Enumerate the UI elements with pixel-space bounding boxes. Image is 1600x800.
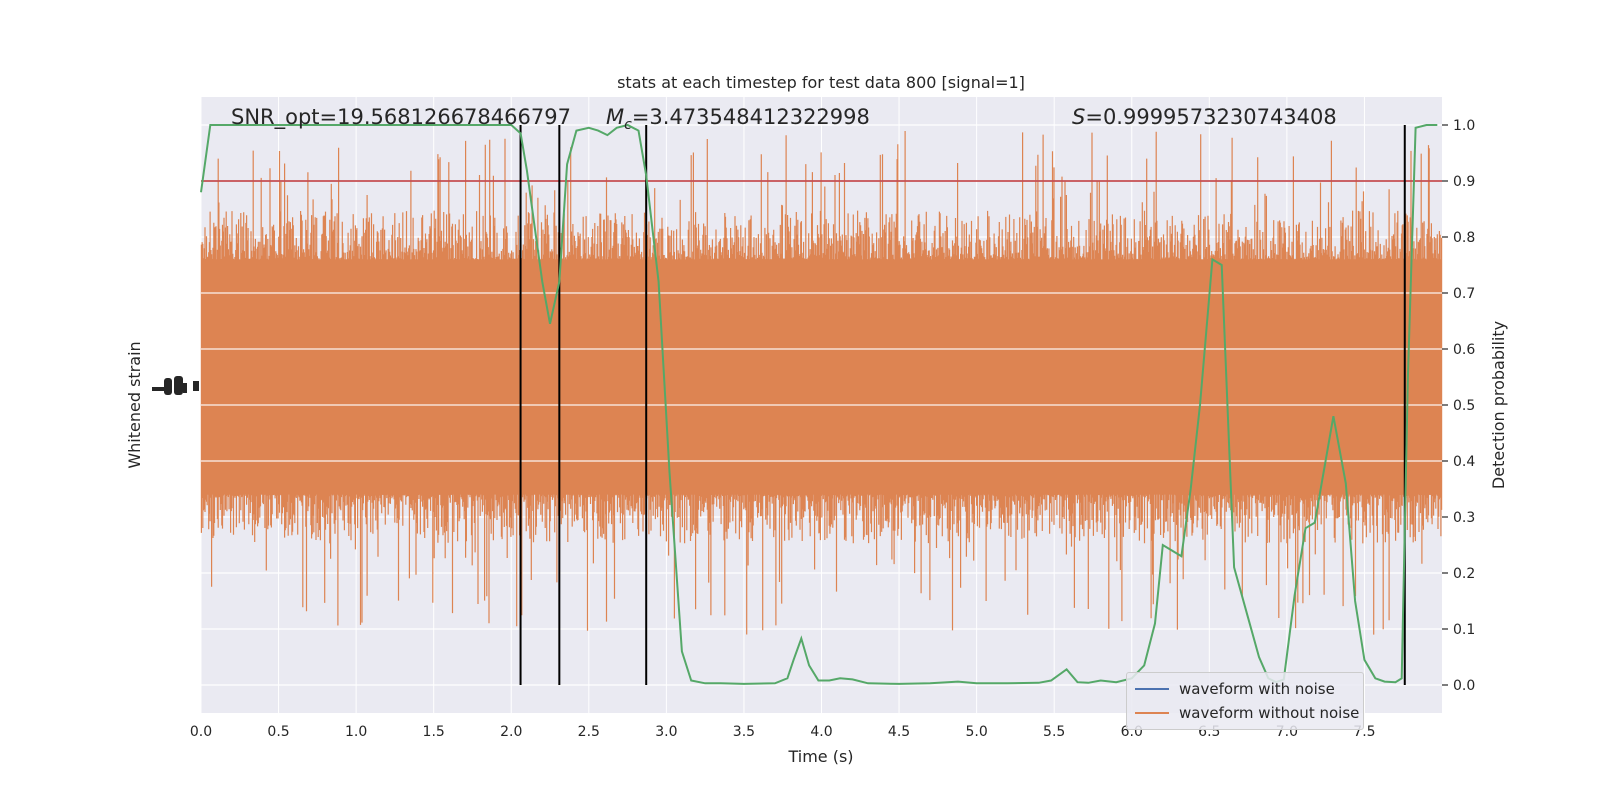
overlays bbox=[200, 123, 1442, 685]
legend-item-with-noise: waveform with noise bbox=[1135, 679, 1335, 699]
right-tick-label: 0.5 bbox=[1453, 398, 1475, 414]
x-tick-label: 5.0 bbox=[965, 724, 987, 740]
right-tick-label: 0.0 bbox=[1453, 678, 1475, 694]
x-tick-label: 1.0 bbox=[345, 724, 367, 740]
detection-probability-line bbox=[200, 123, 1438, 685]
right-tick-label: 0.1 bbox=[1453, 622, 1475, 638]
right-tick-label: 0.9 bbox=[1453, 174, 1475, 190]
x-tick-label: 4.5 bbox=[888, 724, 910, 740]
x-tick-label: 2.5 bbox=[578, 724, 600, 740]
legend-label-without-noise: waveform without noise bbox=[1179, 704, 1360, 722]
right-tick-label: 1.0 bbox=[1453, 118, 1475, 134]
x-tick-label: 3.5 bbox=[733, 724, 755, 740]
right-tick-label: 0.6 bbox=[1453, 342, 1475, 358]
legend-label-with-noise: waveform with noise bbox=[1179, 680, 1335, 698]
waveform-without-noise-series bbox=[200, 131, 1443, 635]
right-tick-label: 0.4 bbox=[1453, 454, 1475, 470]
right-tick-label: 0.8 bbox=[1453, 230, 1475, 246]
s-annotation: S=0.9999573230743408 bbox=[1072, 105, 1337, 129]
right-axis-label: Detection probability bbox=[1489, 321, 1508, 489]
right-tick-label: 0.7 bbox=[1453, 286, 1475, 302]
legend: waveform with noise waveform without noi… bbox=[1126, 672, 1364, 730]
x-tick-label: 3.0 bbox=[655, 724, 677, 740]
legend-swatch-without-noise bbox=[1135, 712, 1169, 714]
legend-swatch-with-noise bbox=[1135, 688, 1169, 690]
x-axis-label: Time (s) bbox=[787, 747, 853, 766]
left-axis-garbled-ticks bbox=[152, 376, 199, 395]
right-tick-label: 0.2 bbox=[1453, 566, 1475, 582]
strain-spikes bbox=[200, 131, 1443, 635]
snr-annotation: SNR_opt=19.568126678466797 bbox=[231, 105, 571, 130]
mc-annotation: Mc=3.473548412322998 bbox=[606, 105, 870, 133]
legend-item-without-noise: waveform without noise bbox=[1135, 703, 1359, 723]
x-tick-label: 0.0 bbox=[190, 724, 212, 740]
x-tick-label: 0.5 bbox=[267, 724, 289, 740]
right-tick-label: 0.3 bbox=[1453, 510, 1475, 526]
x-tick-label: 2.0 bbox=[500, 724, 522, 740]
left-axis-label: Whitened strain bbox=[125, 341, 144, 468]
x-tick-label: 5.5 bbox=[1043, 724, 1065, 740]
right-axis-ticks: 0.0 0.1 0.2 0.3 0.4 0.5 0.6 0.7 0.8 0.9 1.0 bbox=[1442, 118, 1475, 694]
chart-title: stats at each timestep for test data 800… bbox=[617, 73, 1025, 92]
x-tick-label: 1.5 bbox=[423, 724, 445, 740]
x-tick-label: 4.0 bbox=[810, 724, 832, 740]
